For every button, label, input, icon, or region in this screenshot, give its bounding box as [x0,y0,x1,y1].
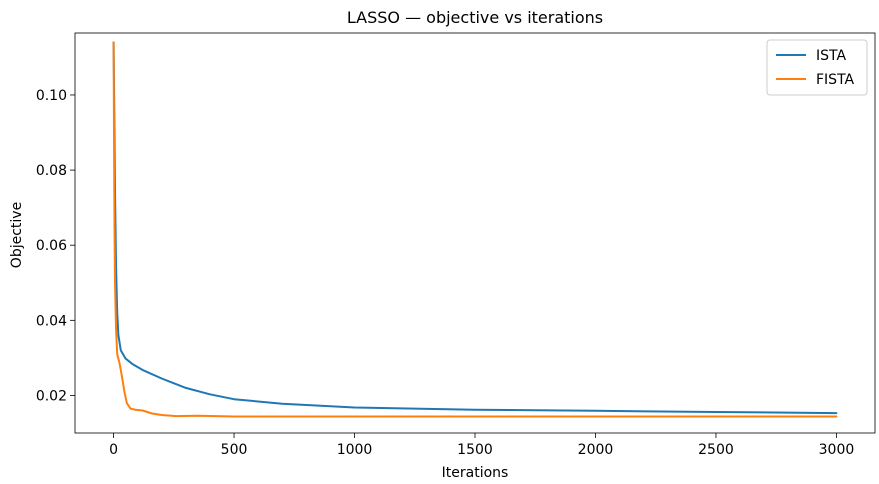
y-tick-label: 0.08 [36,163,67,179]
x-axis-label: Iterations [442,465,509,480]
plot-area [74,32,876,434]
legend: ISTA FISTA [766,39,868,96]
legend-fista-label: FISTA [816,72,855,88]
y-axis: 0.02 0.04 0.06 0.08 0.10 [36,88,75,404]
y-tick-label: 0.10 [36,88,67,104]
chart-title: LASSO — objective vs iterations [347,8,603,27]
x-tick-label: 3000 [819,442,855,458]
x-tick-label: 500 [221,442,248,458]
x-axis: 0 500 1000 1500 2000 2500 3000 [109,433,854,458]
legend-box [766,39,868,96]
x-tick-label: 0 [109,442,118,458]
y-tick-label: 0.02 [36,388,67,404]
x-tick-label: 1500 [457,442,493,458]
x-tick-label: 2500 [698,442,734,458]
legend-ista-label: ISTA [816,48,846,64]
x-tick-label: 2000 [578,442,614,458]
series-line-fista [112,41,838,418]
y-tick-label: 0.06 [36,238,67,254]
series-layer [112,41,838,418]
series-line-ista [112,41,838,415]
y-axis-label: Objective [9,202,25,268]
y-tick-label: 0.04 [36,313,67,329]
x-tick-label: 1000 [337,442,373,458]
